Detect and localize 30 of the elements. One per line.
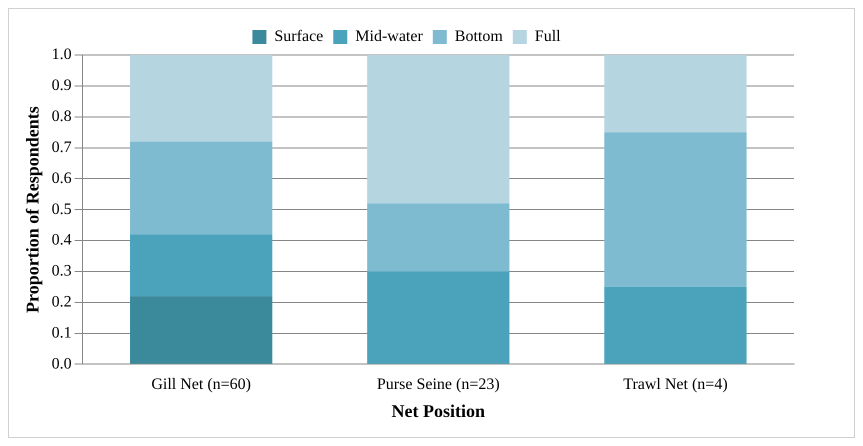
- y-tick-label: 0.4: [52, 232, 72, 249]
- bar: [367, 55, 510, 204]
- y-tick-label: 0.2: [52, 294, 72, 311]
- bar: [604, 132, 747, 287]
- y-tick-label: 0.1: [52, 324, 72, 342]
- y-tick-label: 0.5: [52, 200, 72, 218]
- x-tick-label: Gill Net (n=60): [151, 376, 252, 394]
- y-axis-title: Proportion of Respondents: [22, 106, 42, 313]
- y-tick-label: 0.3: [52, 262, 72, 280]
- x-axis-title: Net Position: [392, 400, 486, 421]
- legend-label: Mid-water: [355, 28, 424, 46]
- bar: [367, 271, 510, 364]
- bar: [130, 142, 272, 234]
- bar: [604, 286, 747, 364]
- bar: [130, 296, 272, 364]
- y-tick-label: 0.6: [52, 170, 72, 187]
- y-tick-label: 0.0: [52, 355, 72, 372]
- bar: [367, 203, 510, 272]
- bar: [604, 55, 747, 132]
- x-tick-label: Purse Seine (n=23): [376, 376, 500, 394]
- legend-label: Bottom: [454, 28, 504, 46]
- y-tick-label: 1.0: [52, 46, 72, 64]
- y-tick-label: 0.8: [52, 108, 72, 126]
- legend-label: Surface: [274, 28, 324, 46]
- bar: [130, 55, 272, 142]
- legend-label: Full: [534, 28, 562, 46]
- x-tick-label: Trawl Net (n=4): [623, 376, 728, 394]
- y-tick-label: 0.7: [52, 138, 72, 156]
- bar: [130, 234, 272, 296]
- y-tick-label: 0.9: [52, 77, 72, 94]
